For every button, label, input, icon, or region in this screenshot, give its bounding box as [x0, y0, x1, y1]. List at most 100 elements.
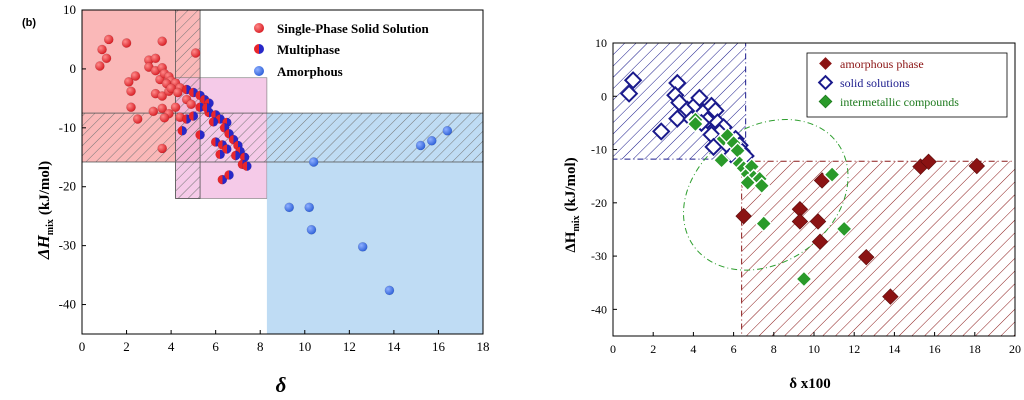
right-ticks: 0 2 4 6 8 10 12 14 16 18 20 10 0 -10 -20 -30 -40 — [591, 36, 1021, 356]
solid-solution-point — [172, 87, 183, 98]
left-x-tick-label: 6 — [212, 339, 219, 354]
solid-solution-point — [157, 103, 168, 114]
solid-solution-point — [94, 61, 105, 71]
solid-solution-point — [126, 102, 136, 113]
left-y-tick-label: 0 — [70, 61, 77, 76]
multiphase-point — [195, 130, 205, 140]
solid-solution-point — [157, 143, 168, 154]
right-x-tick-label: 14 — [888, 342, 900, 356]
solid-solution-point — [130, 71, 141, 81]
right-x-tick-label: 6 — [731, 342, 737, 356]
left-x-tick-label: 12 — [343, 339, 356, 354]
solid-solution-point — [623, 71, 643, 90]
intermetallic-point — [712, 151, 731, 169]
amorphous-phase-point — [920, 153, 937, 171]
left-y-axis-label-main: ΔH — [34, 234, 53, 260]
legend-marker-solid-solutions — [817, 74, 834, 91]
right-x-tick-label: 8 — [771, 342, 777, 356]
right-y-tick-label: -40 — [591, 302, 607, 316]
solid-solution-point — [132, 114, 143, 124]
right-x-tick-label: 4 — [690, 342, 696, 356]
left-x-tick-label: 8 — [257, 339, 264, 354]
panel-label: (b) — [22, 17, 36, 29]
right-y-tick-label: 10 — [595, 36, 607, 50]
amorphous-phase-point — [791, 213, 809, 230]
legend-label-solid-solution: Single-Phase Solid Solution — [277, 21, 429, 36]
amorphous-phase-point — [882, 288, 899, 305]
solid-solution-point — [668, 73, 687, 93]
multiphase-point — [217, 174, 228, 185]
amorphous-point — [304, 202, 315, 213]
amorphous-phase-point — [858, 248, 875, 266]
legend-marker-solid-solution — [254, 23, 264, 33]
multiphase-point — [242, 161, 252, 171]
right-y-axis-label: ΔHmix (kJ/mol) — [563, 157, 582, 252]
amorphous-point — [357, 241, 368, 252]
left-y-tick-label: -20 — [59, 179, 76, 194]
multiphase-point — [201, 102, 212, 113]
multiphase-point — [208, 117, 219, 127]
solid-solution-point — [101, 53, 112, 64]
amorphous-point — [415, 140, 426, 151]
multiphase-point — [221, 144, 232, 154]
left-points — [94, 34, 453, 296]
amorphous-phase-point — [968, 157, 986, 175]
solid-solution-point — [619, 84, 639, 103]
intermetallic-point — [728, 141, 747, 160]
solid-solution-point — [157, 91, 168, 101]
intermetallic-point — [835, 220, 853, 238]
right-x-tick-label: 10 — [808, 342, 820, 356]
left-legend: Single-Phase Solid Solution Multiphase A… — [254, 21, 429, 79]
amorphous-phase-point — [809, 213, 827, 230]
left-x-tick-label: 16 — [432, 339, 446, 354]
legend-marker-amorphous — [254, 66, 264, 76]
left-plot-frame — [81, 9, 484, 335]
amorphous-phase-point — [735, 207, 752, 225]
left-x-tick-label: 0 — [79, 339, 86, 354]
hatched-band-horizontal — [81, 112, 484, 163]
intermetallic-point — [686, 115, 705, 133]
left-y-tick-label: 10 — [63, 2, 76, 17]
right-y-tick-label: -20 — [591, 196, 607, 210]
solid-solution-point — [186, 99, 197, 110]
solid-solution-point — [690, 88, 709, 108]
right-x-tick-label: 12 — [848, 342, 860, 356]
legend-marker-multiphase — [254, 44, 264, 54]
left-x-axis-label: δ — [276, 373, 287, 397]
solid-solution-point — [123, 77, 134, 87]
amorphous-point — [284, 202, 295, 213]
right-y-axis-label-sub: mix — [571, 215, 582, 231]
multiphase-point — [215, 149, 225, 160]
left-x-tick-label: 10 — [298, 339, 311, 354]
multiphase-point — [188, 111, 199, 121]
amorphous-region — [741, 160, 1016, 337]
legend-label-amorphous: Amorphous — [277, 64, 343, 79]
left-y-axis-label: ΔHmix (kJ/mol) — [34, 161, 56, 260]
left-x-tick-label: 2 — [123, 339, 130, 354]
right-y-axis-label-main: ΔH — [563, 231, 579, 252]
solid-solution-point — [668, 109, 687, 128]
legend-marker-intermetallic — [818, 94, 833, 109]
solid-solution-point — [150, 53, 161, 64]
solid-solution-point — [157, 36, 168, 47]
right-x-tick-label: 16 — [929, 342, 941, 356]
left-y-tick-label: -40 — [59, 297, 76, 312]
solid-solution-point — [652, 122, 671, 141]
solid-solution-point — [148, 106, 159, 117]
solid-solution-point — [97, 44, 107, 55]
intermetallic-point — [754, 214, 773, 233]
right-y-tick-label: -30 — [591, 249, 607, 263]
right-legend: amorphous phase solid solutions intermet… — [806, 52, 1008, 118]
left-x-tick-label: 14 — [387, 339, 401, 354]
left-y-tick-label: -30 — [59, 238, 76, 253]
right-x-tick-label: 2 — [650, 342, 656, 356]
legend-label-amorphous-phase: amorphous phase — [840, 57, 924, 71]
solid-solution-point — [126, 86, 136, 97]
amorphous-point — [426, 135, 437, 146]
right-x-tick-label: 20 — [1009, 342, 1021, 356]
solid-solution-point — [170, 102, 181, 113]
amorphous-phase-point — [791, 201, 809, 218]
intermetallic-point — [795, 270, 813, 288]
